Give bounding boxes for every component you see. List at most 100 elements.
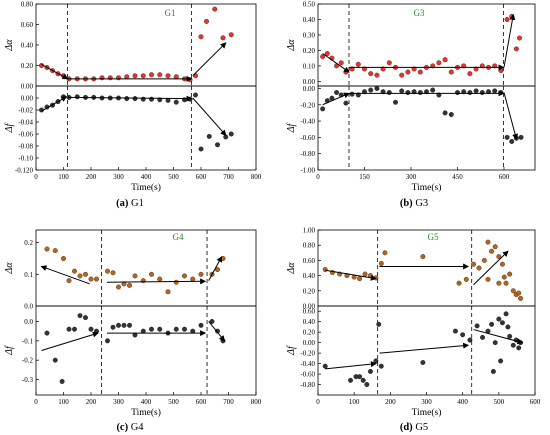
bottom-data-point xyxy=(59,379,65,384)
top-frame xyxy=(35,229,257,307)
bottom-data-point xyxy=(52,357,58,363)
bottom-data-point xyxy=(209,319,215,324)
top-data-point xyxy=(324,51,330,56)
bottom-data-point xyxy=(320,106,326,112)
top-data-point xyxy=(448,69,454,75)
bottom-ytick-label: -0.20 xyxy=(300,350,315,358)
bottom-ylabel: Δf xyxy=(4,122,15,133)
bottom-data-point xyxy=(349,91,355,97)
top-frame xyxy=(317,3,536,87)
bottom-data-point xyxy=(149,96,154,102)
bottom-data-point xyxy=(376,321,382,327)
top-data-point xyxy=(442,57,448,63)
bottom-data-point xyxy=(498,90,504,95)
top-data-point xyxy=(127,282,132,288)
xtick-label: 150 xyxy=(359,173,370,181)
top-ytick-label: 0.20 xyxy=(303,47,316,55)
bottom-data-point xyxy=(518,134,524,140)
bottom-trend-arrow xyxy=(67,95,193,102)
top-ytick-label: 1.00 xyxy=(303,227,316,235)
xtick-label: 500 xyxy=(168,398,179,406)
top-ytick-label: 0.10 xyxy=(303,62,316,70)
top-data-point xyxy=(228,32,234,38)
top-data-point xyxy=(61,256,66,261)
xtick-label: 400 xyxy=(141,398,152,406)
bottom-data-point xyxy=(182,326,187,332)
bottom-ytick-label: 0.00 xyxy=(303,85,316,93)
top-data-point xyxy=(88,276,94,282)
top-data-point xyxy=(368,71,374,77)
bottom-frame xyxy=(317,85,536,171)
bottom-trend-arrow xyxy=(41,96,68,112)
bottom-data-point xyxy=(479,90,485,95)
panel-label: G4 xyxy=(173,232,184,242)
bottom-data-point xyxy=(124,96,130,102)
top-trend-arrow xyxy=(503,13,516,68)
top-data-point xyxy=(501,274,507,280)
xtick-label: 600 xyxy=(530,398,541,406)
top-data-point xyxy=(485,276,491,282)
top-data-point xyxy=(165,289,171,295)
xtick-label: 300 xyxy=(421,398,432,406)
bottom-data-point xyxy=(215,328,220,334)
top-trend-arrow xyxy=(473,250,509,286)
top-ylabel: Δα xyxy=(4,262,15,275)
bottom-data-point xyxy=(452,328,458,334)
top-data-point xyxy=(77,273,83,279)
top-data-point xyxy=(405,69,411,75)
bottom-ytick-label: -0.08 xyxy=(18,143,33,151)
top-data-point xyxy=(66,278,72,284)
bottom-data-point xyxy=(360,377,366,383)
bottom-ytick-label: -0.02 xyxy=(18,107,33,115)
bottom-data-point xyxy=(467,90,473,95)
top-data-point xyxy=(187,77,193,83)
bottom-data-point xyxy=(132,96,138,102)
xtick-label: 0 xyxy=(34,173,38,181)
bottom-data-point xyxy=(187,96,193,102)
bottom-ytick-label: -0.20 xyxy=(300,101,315,109)
top-ylabel: Δα xyxy=(286,39,297,52)
bottom-data-point xyxy=(516,345,522,351)
xtick-label: 0 xyxy=(316,398,320,406)
bottom-ylabel: Δf xyxy=(286,122,297,133)
bottom-data-point xyxy=(496,316,502,322)
bottom-ytick-label: 0.20 xyxy=(303,329,316,337)
bottom-ytick-label: 0.00 xyxy=(21,95,34,103)
bottom-trend-arrow xyxy=(503,92,519,140)
top-data-point xyxy=(83,271,88,277)
top-data-point xyxy=(72,268,77,274)
bottom-ytick-label: -0.2 xyxy=(22,357,34,365)
top-data-point xyxy=(496,280,502,286)
top-data-point xyxy=(481,257,487,263)
bottom-ytick-label: -0.1 xyxy=(22,337,34,345)
bottom-data-point xyxy=(94,328,99,334)
top-data-point xyxy=(116,284,121,290)
top-data-point xyxy=(417,69,423,75)
bottom-data-point xyxy=(357,374,363,380)
bottom-ytick-label: 0.00 xyxy=(303,339,316,347)
top-data-point xyxy=(320,54,326,60)
top-data-point xyxy=(507,271,513,277)
bottom-data-point xyxy=(110,324,116,330)
xtick-label: 450 xyxy=(452,173,463,181)
bottom-data-point xyxy=(430,87,436,93)
bottom-ytick-label: -0.40 xyxy=(300,118,315,126)
xtick-label: 700 xyxy=(223,173,234,181)
top-trend-arrow xyxy=(325,269,377,281)
top-data-point xyxy=(140,73,146,79)
bottom-data-point xyxy=(373,358,379,364)
bottom-data-point xyxy=(206,133,212,139)
top-data-point xyxy=(198,34,204,40)
bottom-ytick-label: -0.04 xyxy=(18,119,33,127)
top-data-point xyxy=(463,276,469,282)
bottom-data-point xyxy=(334,90,340,95)
bottom-data-point xyxy=(489,321,495,327)
bottom-ytick-label: -0.60 xyxy=(300,134,315,142)
bottom-trend-arrow xyxy=(379,342,470,354)
bottom-data-point xyxy=(504,134,510,140)
xlabel: Time(s) xyxy=(412,407,442,418)
top-data-point xyxy=(149,72,154,78)
bottom-data-point xyxy=(228,131,234,137)
top-data-point xyxy=(338,60,344,66)
top-data-point xyxy=(94,276,99,282)
